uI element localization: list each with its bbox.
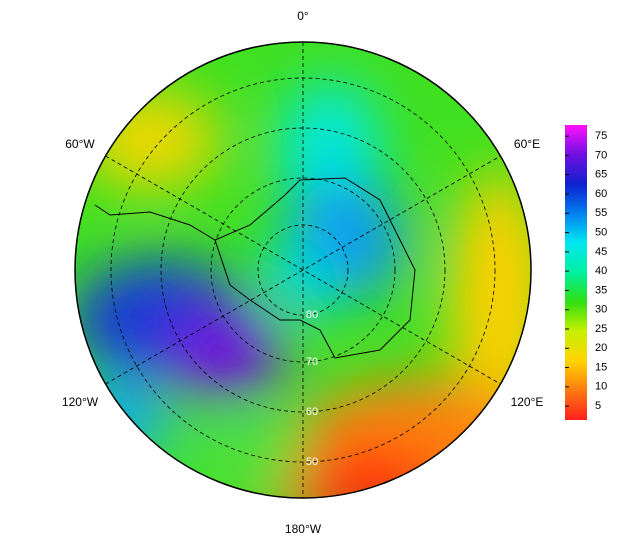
map-border — [74, 41, 532, 499]
colorbar-tick-label: 55 — [595, 207, 607, 219]
colorbar-ticks: 5 10 15 20 25 30 35 40 45 50 55 60 65 70 75 — [565, 130, 607, 412]
longitude-label: 120°W — [62, 395, 99, 409]
colorbar-tick-label: 70 — [595, 149, 607, 161]
longitude-label: 60°E — [514, 137, 540, 151]
colorbar-tick-label: 40 — [595, 265, 607, 277]
graticule — [105, 42, 501, 498]
colorbar-tick-label: 35 — [595, 284, 607, 296]
colorbar-tick-label: 25 — [595, 323, 607, 335]
latitude-label: 80 — [306, 309, 318, 321]
longitude-label: 0° — [297, 9, 309, 23]
colorbar-tick-label: 65 — [595, 169, 607, 181]
meridian — [105, 155, 501, 385]
colorbar-tick-label: 5 — [595, 400, 601, 412]
longitude-label: 120°E — [511, 395, 544, 409]
colorbar-tick-label: 10 — [595, 381, 607, 393]
longitude-label: 180°W — [285, 522, 322, 536]
latitude-label: 50 — [306, 456, 318, 468]
latitude-label: 60 — [306, 406, 318, 418]
colorbar-tick-label: 60 — [595, 188, 607, 200]
longitude-label: 60°W — [65, 137, 95, 151]
latitude-label: 70 — [306, 356, 318, 368]
latitude-circle — [210, 177, 396, 363]
colorbar-tick-label: 50 — [595, 226, 607, 238]
colorbar-tick-label: 30 — [595, 304, 607, 316]
colorbar-tick-label: 75 — [595, 130, 607, 142]
colorbar-tick-label: 15 — [595, 361, 607, 373]
colorbar — [565, 125, 587, 420]
colorbar-tick-label: 20 — [595, 342, 607, 354]
colorbar-tick-label: 45 — [595, 246, 607, 258]
field — [75, 42, 531, 498]
